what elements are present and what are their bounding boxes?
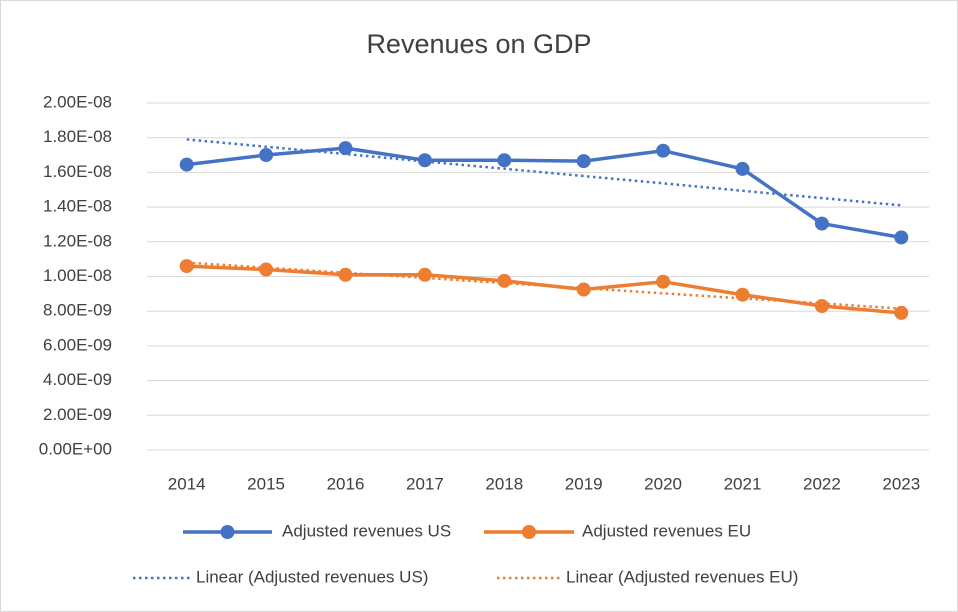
legend-marker — [522, 525, 536, 539]
data-point — [259, 262, 274, 277]
data-point — [417, 267, 432, 282]
data-point — [656, 143, 671, 158]
data-point — [259, 148, 274, 163]
data-point — [656, 274, 671, 289]
x-tick-label: 2015 — [247, 474, 285, 493]
data-point — [179, 259, 194, 274]
y-tick-label: 2.00E-09 — [43, 405, 112, 424]
y-tick-label: 8.00E-09 — [43, 301, 112, 320]
y-tick-label: 4.00E-09 — [43, 370, 112, 389]
x-tick-label: 2018 — [485, 474, 523, 493]
y-tick-label: 1.20E-08 — [43, 231, 112, 250]
data-point — [497, 153, 512, 168]
data-point — [814, 216, 829, 231]
x-tick-label: 2021 — [724, 474, 762, 493]
data-point — [576, 282, 591, 297]
series-line — [186, 264, 902, 315]
data-point — [497, 273, 512, 288]
x-tick-label: 2017 — [406, 474, 444, 493]
y-tick-label: 1.00E-08 — [43, 266, 112, 285]
data-point — [814, 298, 829, 313]
x-tick-label: 2020 — [644, 474, 682, 493]
x-tick-label: 2016 — [327, 474, 365, 493]
y-tick-label: 1.40E-08 — [43, 197, 112, 216]
series-line — [186, 146, 902, 240]
y-tick-label: 0.00E+00 — [39, 439, 112, 458]
x-tick-label: 2022 — [803, 474, 841, 493]
data-point — [576, 154, 591, 169]
legend-label: Adjusted revenues US — [282, 521, 451, 540]
legend-label: Linear (Adjusted revenues US) — [196, 567, 428, 586]
legend-label: Adjusted revenues EU — [582, 521, 751, 540]
x-tick-label: 2023 — [882, 474, 920, 493]
x-tick-label: 2014 — [168, 474, 206, 493]
chart-title: Revenues on GDP — [366, 29, 591, 59]
y-tick-label: 2.00E-08 — [43, 92, 112, 111]
data-point — [179, 157, 194, 172]
data-point — [338, 267, 353, 282]
data-point — [894, 230, 909, 245]
data-point — [735, 287, 750, 302]
data-point — [894, 305, 909, 320]
x-tick-label: 2019 — [565, 474, 603, 493]
legend-label: Linear (Adjusted revenues EU) — [566, 567, 798, 586]
data-point — [417, 153, 432, 168]
y-tick-label: 1.60E-08 — [43, 162, 112, 181]
legend-marker — [220, 525, 235, 539]
y-tick-label: 1.80E-08 — [43, 127, 112, 146]
data-point — [338, 141, 353, 156]
y-tick-label: 6.00E-09 — [43, 335, 112, 354]
data-point — [735, 161, 750, 176]
